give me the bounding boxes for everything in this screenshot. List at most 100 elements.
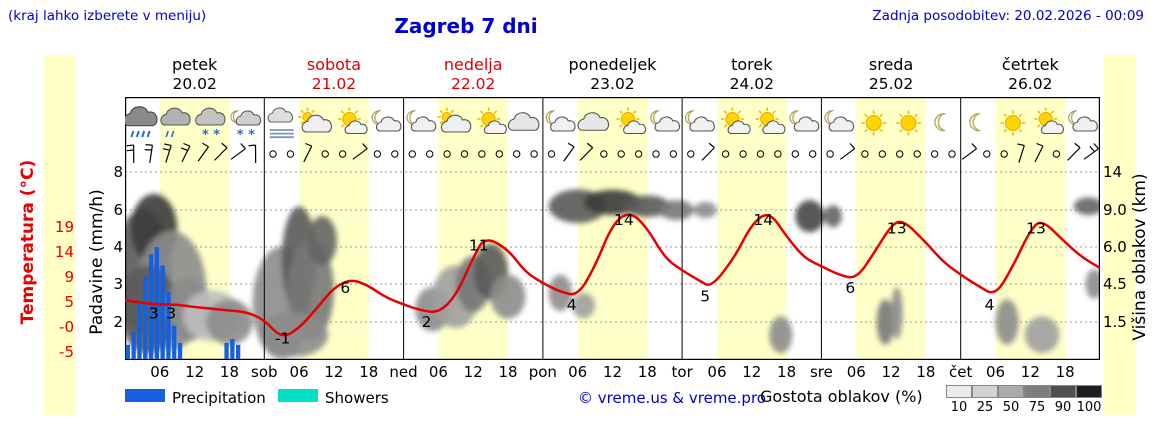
cloud-blob <box>1024 316 1060 354</box>
wind-barb-icon <box>1034 142 1044 163</box>
x-hour-label: 12 <box>185 363 205 381</box>
precip-bar <box>177 342 183 359</box>
wind-calm-icon <box>495 150 503 158</box>
weather-icon-moon-cloud-icon: ☾ <box>370 106 402 132</box>
wind-calm-icon <box>756 150 765 158</box>
x-hour-label: 18 <box>916 363 936 381</box>
weather-icon-moon-icon: ☾ <box>932 109 955 137</box>
svg-text:☾: ☾ <box>933 109 955 137</box>
temp-tick: 19 <box>54 218 74 236</box>
weather-icon-moon-cloud-icon: ☾ <box>405 106 437 132</box>
weather-icon-rain-icon <box>160 107 191 138</box>
menu-hint: (kraj lahko izberete v meniju) <box>8 8 207 24</box>
wind-barb-icon <box>1083 143 1099 160</box>
weather-icon-sun-icon <box>861 110 887 136</box>
precip-bar <box>143 276 148 359</box>
x-hour-label: 06 <box>985 363 1006 381</box>
wind-calm-icon <box>983 150 991 158</box>
wind-calm-icon <box>791 150 799 158</box>
cloud-blob <box>548 274 572 312</box>
weather-icon-snow-night-icon: ☾* * <box>229 108 262 143</box>
x-hour-label: 18 <box>637 363 657 381</box>
x-hour-label: 18 <box>359 363 379 381</box>
showers-legend-label: Showers <box>325 389 389 407</box>
wind-calm-icon <box>878 150 886 158</box>
weather-icon-moon-cloud-icon: ☾ <box>649 106 681 132</box>
x-hour-label: 06 <box>568 363 588 381</box>
temp-point-label: 13 <box>887 220 907 238</box>
wind-calm-icon <box>652 150 660 158</box>
x-day-abbrev: sre <box>809 363 833 381</box>
day-header-sreda: sreda 25.02 <box>821 55 960 94</box>
day-header-četrtek: četrtek 26.02 <box>961 55 1100 94</box>
x-day-abbrev: tor <box>671 363 693 381</box>
weather-icon-sun-cloud-icon <box>337 107 368 135</box>
wind-calm-icon <box>930 150 939 158</box>
cloud-blob <box>769 316 793 354</box>
precipitation-legend-label: Precipitation <box>172 389 266 407</box>
wind-calm-icon <box>286 150 295 158</box>
wind-barb-icon <box>961 143 978 160</box>
weather-icon-cloud-icon <box>577 112 610 131</box>
day-name: torek <box>731 55 773 74</box>
temp-point-label: 3 <box>149 305 159 323</box>
day-name: četrtek <box>1001 55 1059 74</box>
weather-icon-sun-icon <box>895 110 921 136</box>
x-hour-label: 06 <box>289 363 309 381</box>
day-header-torek: torek 24.02 <box>682 55 821 94</box>
weather-icon-moon-cloud-icon: ☾ <box>544 106 576 132</box>
wind-barb-icon <box>352 143 368 160</box>
precip-bar <box>137 303 142 359</box>
cloud-blob <box>995 299 1019 345</box>
x-hour-label: 12 <box>324 363 344 381</box>
x-hour-label: 18 <box>498 363 518 381</box>
temp-tick: 14 <box>54 243 74 261</box>
wind-calm-icon <box>739 150 747 158</box>
precip-tick: 8 <box>113 163 123 181</box>
wind-calm-icon <box>634 150 643 158</box>
wind-calm-icon <box>861 150 869 158</box>
density-swatch <box>1076 385 1102 398</box>
wind-barb-icon <box>126 144 135 163</box>
right-yellow-strip <box>1104 55 1136 415</box>
day-name: ponedeljek <box>568 55 657 74</box>
temp-point-label: 14 <box>753 211 773 229</box>
precip-bar <box>230 339 235 359</box>
cloud-density-label: Gostota oblakov (%) <box>760 387 923 406</box>
weather-icon-sun-cloud-icon <box>477 107 507 135</box>
cloud-blob <box>1085 269 1100 299</box>
day-name: nedelja <box>443 55 503 74</box>
temp-point-label: 13 <box>1026 220 1046 238</box>
weather-icon-fog-icon <box>267 107 294 139</box>
temp-point-label: 5 <box>700 288 710 306</box>
wind-barb-icon <box>180 142 191 163</box>
temp-point-label: 4 <box>985 296 995 314</box>
x-hour-label: 06 <box>150 363 170 381</box>
wind-calm-icon <box>373 150 382 158</box>
temp-point-label: 4 <box>567 296 577 314</box>
precip-tick: 6 <box>113 201 123 219</box>
wind-calm-icon <box>547 150 556 158</box>
cloud-blob <box>624 195 671 217</box>
temperature-axis-label: Temperatura (°C) <box>18 159 38 325</box>
wind-barb-icon <box>230 143 246 160</box>
x-hour-label: 18 <box>777 363 797 381</box>
wind-calm-icon <box>1000 150 1008 158</box>
wind-calm-icon <box>826 150 834 158</box>
precip-tick: 2 <box>113 313 123 331</box>
cloud-blob <box>206 299 253 345</box>
x-day-abbrev: pon <box>528 363 557 381</box>
weather-icon-snow-icon: * * <box>195 107 226 143</box>
wind-calm-icon <box>478 150 486 158</box>
x-hour-label: 06 <box>428 363 448 381</box>
cloud-blob <box>258 312 329 357</box>
wind-calm-icon <box>391 150 399 158</box>
precip-bar <box>148 254 154 359</box>
temp-point-label: 2 <box>422 313 432 331</box>
wind-barb-icon <box>248 144 257 163</box>
precipitation-swatch <box>125 389 165 402</box>
copyright-link[interactable]: © vreme.us & vreme.pro <box>578 389 766 407</box>
x-hour-label: 12 <box>742 363 762 381</box>
temp-tick: -5 <box>59 343 74 361</box>
